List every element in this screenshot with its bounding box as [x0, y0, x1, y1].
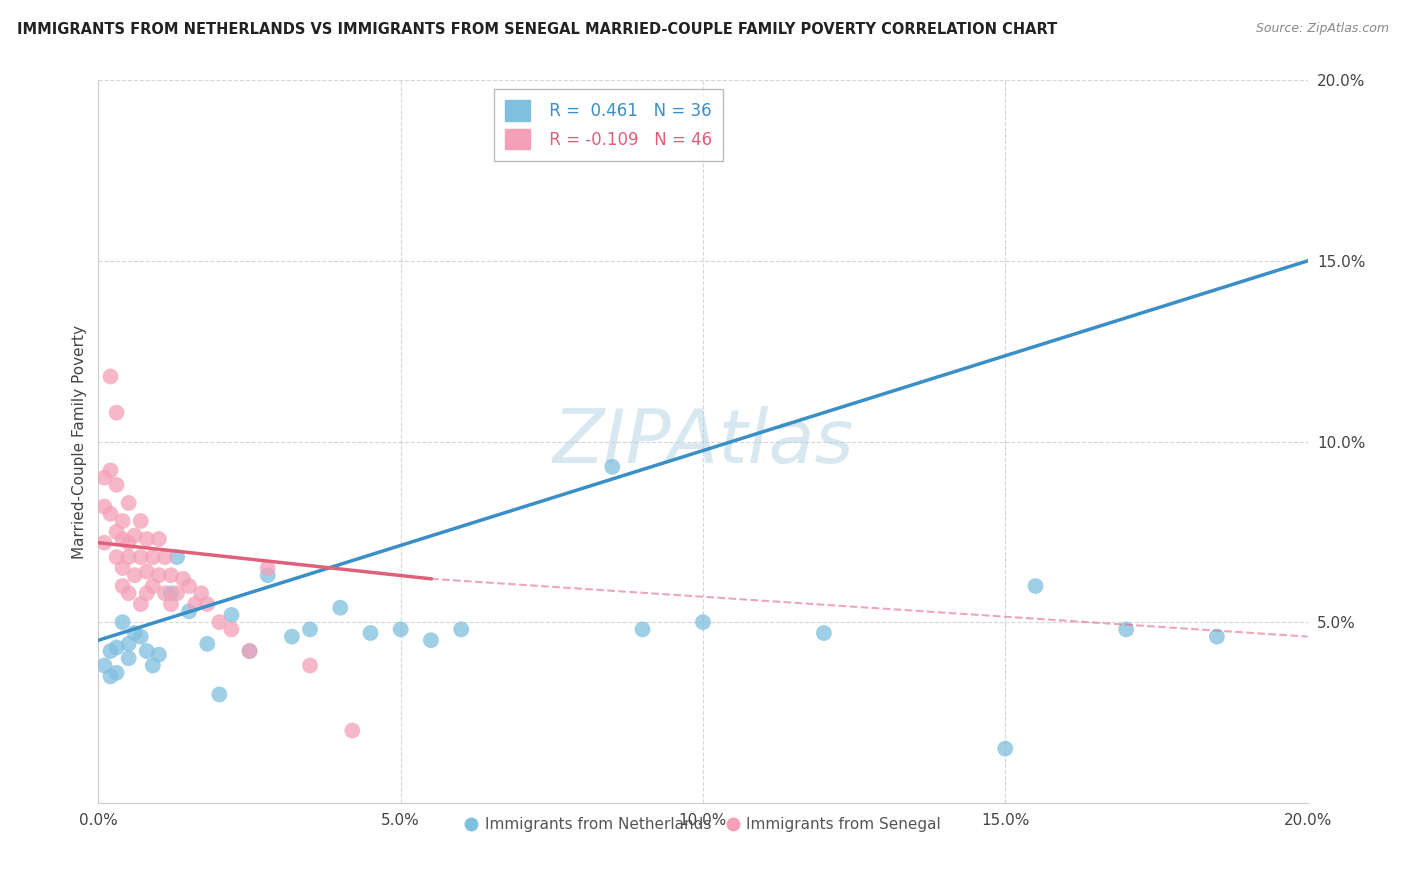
Point	[129, 550, 152, 565]
Point	[994, 741, 1017, 756]
Point	[148, 532, 170, 546]
Point	[148, 568, 170, 582]
Point	[195, 597, 218, 611]
Point	[129, 597, 152, 611]
Point	[239, 644, 262, 658]
Point	[105, 524, 128, 539]
Point	[111, 532, 134, 546]
Point	[256, 568, 278, 582]
Point	[631, 623, 654, 637]
Point	[360, 626, 382, 640]
Point	[239, 644, 262, 658]
Point	[221, 623, 243, 637]
Point	[135, 532, 157, 546]
Point	[160, 597, 183, 611]
Point	[93, 471, 115, 485]
Point	[329, 600, 352, 615]
Point	[142, 658, 165, 673]
Point	[111, 561, 134, 575]
Point	[124, 528, 146, 542]
Point	[118, 550, 141, 565]
Point	[118, 651, 141, 665]
Point	[105, 640, 128, 655]
Point	[195, 637, 218, 651]
Point	[389, 623, 412, 637]
Point	[813, 626, 835, 640]
Point	[118, 535, 141, 549]
Point	[166, 586, 188, 600]
Point	[142, 550, 165, 565]
Point	[179, 579, 201, 593]
Text: IMMIGRANTS FROM NETHERLANDS VS IMMIGRANTS FROM SENEGAL MARRIED-COUPLE FAMILY POV: IMMIGRANTS FROM NETHERLANDS VS IMMIGRANT…	[17, 22, 1057, 37]
Point	[118, 496, 141, 510]
Point	[208, 615, 231, 630]
Point	[135, 644, 157, 658]
Point	[1206, 630, 1229, 644]
Point	[93, 658, 115, 673]
Point	[111, 514, 134, 528]
Point	[1115, 623, 1137, 637]
Point	[172, 572, 194, 586]
Point	[179, 604, 201, 618]
Point	[105, 406, 128, 420]
Y-axis label: Married-Couple Family Poverty: Married-Couple Family Poverty	[72, 325, 87, 558]
Point	[342, 723, 364, 738]
Point	[142, 579, 165, 593]
Point	[208, 687, 231, 701]
Point	[420, 633, 443, 648]
Point	[105, 478, 128, 492]
Point	[160, 568, 183, 582]
Point	[166, 550, 188, 565]
Point	[105, 550, 128, 565]
Point	[100, 463, 122, 477]
Text: ZIPAtlas: ZIPAtlas	[553, 406, 853, 477]
Point	[221, 607, 243, 622]
Point	[148, 648, 170, 662]
Point	[100, 669, 122, 683]
Point	[190, 586, 212, 600]
Point	[129, 630, 152, 644]
Point	[1024, 579, 1046, 593]
Point	[135, 565, 157, 579]
Point	[153, 586, 176, 600]
Point	[118, 637, 141, 651]
Point	[111, 615, 134, 630]
Point	[692, 615, 714, 630]
Point	[124, 626, 146, 640]
Point	[299, 658, 322, 673]
Text: Source: ZipAtlas.com: Source: ZipAtlas.com	[1256, 22, 1389, 36]
Point	[299, 623, 322, 637]
Point	[450, 623, 472, 637]
Point	[111, 579, 134, 593]
Point	[281, 630, 304, 644]
Point	[118, 586, 141, 600]
Legend: Immigrants from Netherlands, Immigrants from Senegal: Immigrants from Netherlands, Immigrants …	[458, 812, 948, 838]
Point	[256, 561, 278, 575]
Point	[160, 586, 183, 600]
Point	[93, 535, 115, 549]
Point	[184, 597, 207, 611]
Point	[100, 507, 122, 521]
Point	[602, 459, 624, 474]
Point	[93, 500, 115, 514]
Point	[153, 550, 176, 565]
Point	[129, 514, 152, 528]
Point	[124, 568, 146, 582]
Point	[105, 665, 128, 680]
Point	[135, 586, 157, 600]
Point	[100, 644, 122, 658]
Point	[100, 369, 122, 384]
